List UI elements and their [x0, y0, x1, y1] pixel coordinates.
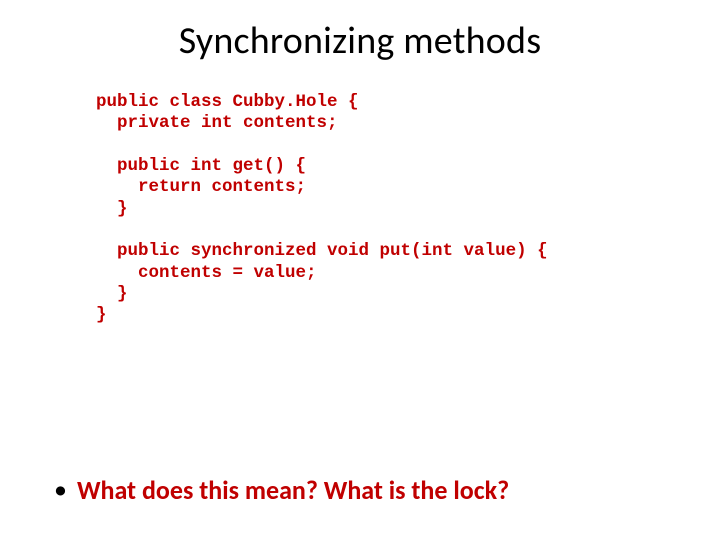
code-line: public int get() {	[96, 156, 306, 176]
code-line: return contents;	[96, 177, 306, 197]
code-line: private int contents;	[96, 113, 338, 133]
slide: Synchronizing methods public class Cubby…	[0, 0, 720, 540]
code-line: }	[96, 305, 107, 325]
slide-title: Synchronizing methods	[0, 18, 720, 64]
code-line: }	[96, 199, 128, 219]
bullet-marker: •	[54, 476, 67, 502]
code-line: public class Cubby.Hole {	[96, 92, 359, 112]
code-line: }	[96, 284, 128, 304]
code-block: public class Cubby.Hole { private int co…	[96, 92, 548, 327]
bullet-item: • What does this mean? What is the lock?	[54, 474, 509, 506]
bullet-text: What does this mean? What is the lock?	[77, 474, 509, 506]
code-line: contents = value;	[96, 263, 317, 283]
code-line: public synchronized void put(int value) …	[96, 241, 548, 261]
